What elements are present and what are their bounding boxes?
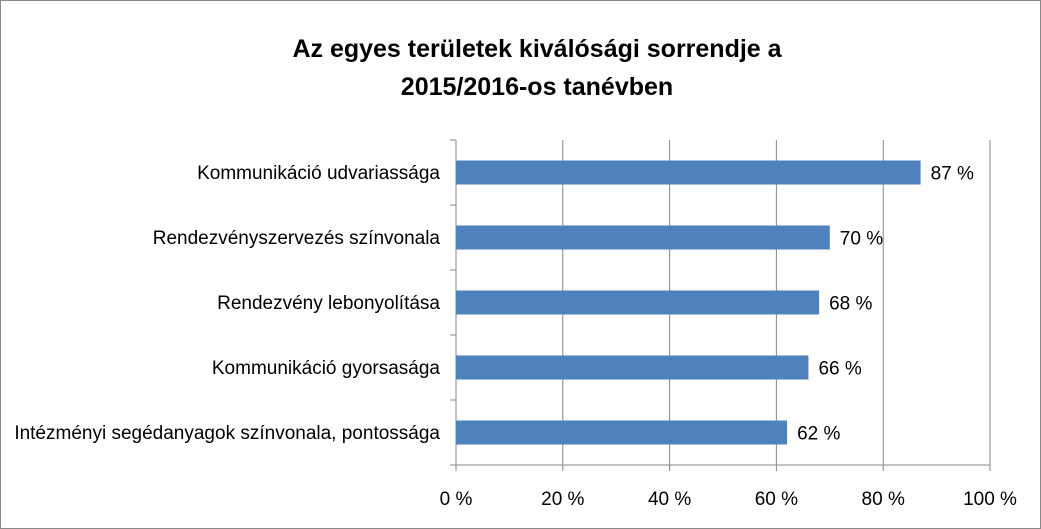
- y-tick-label-box: Rendezvény lebonyolítása: [10, 291, 440, 317]
- y-tick-label: Rendezvény lebonyolítása: [217, 292, 440, 314]
- bar: [456, 355, 809, 380]
- y-tick-label-box: Rendezvényszervezés színvonala: [10, 226, 440, 252]
- y-tick-label: Rendezvényszervezés színvonala: [152, 227, 440, 249]
- x-tick-label: 60 %: [755, 489, 798, 510]
- y-tick-label-box: Kommunikáció gyorsasága: [10, 356, 440, 382]
- y-tick-label: Kommunikáció udvariassága: [197, 162, 440, 184]
- y-tick-label-box: Intézményi segédanyagok színvonala, pont…: [10, 421, 440, 447]
- bar: [456, 420, 788, 445]
- data-label: 62 %: [797, 424, 840, 445]
- y-tick-label: Intézményi segédanyagok színvonala, pont…: [14, 422, 440, 444]
- data-label: 66 %: [818, 359, 861, 380]
- y-tick-label-box: Kommunikáció udvariassága: [10, 161, 440, 187]
- x-tick-label: 0 %: [440, 489, 473, 510]
- x-tick-label: 40 %: [648, 489, 691, 510]
- x-tick-label: 100 %: [963, 489, 1017, 510]
- chart-title: Az egyes területek kiválósági sorrendje …: [292, 35, 782, 101]
- data-label: 87 %: [931, 164, 974, 185]
- x-tick-label: 20 %: [541, 489, 584, 510]
- y-tick-label: Kommunikáció gyorsasága: [211, 357, 440, 379]
- bar: [456, 160, 921, 185]
- data-label: 68 %: [829, 294, 872, 315]
- bar: [456, 225, 830, 250]
- bar: [456, 290, 820, 315]
- data-label: 70 %: [840, 229, 883, 250]
- x-tick-label: 80 %: [862, 489, 905, 510]
